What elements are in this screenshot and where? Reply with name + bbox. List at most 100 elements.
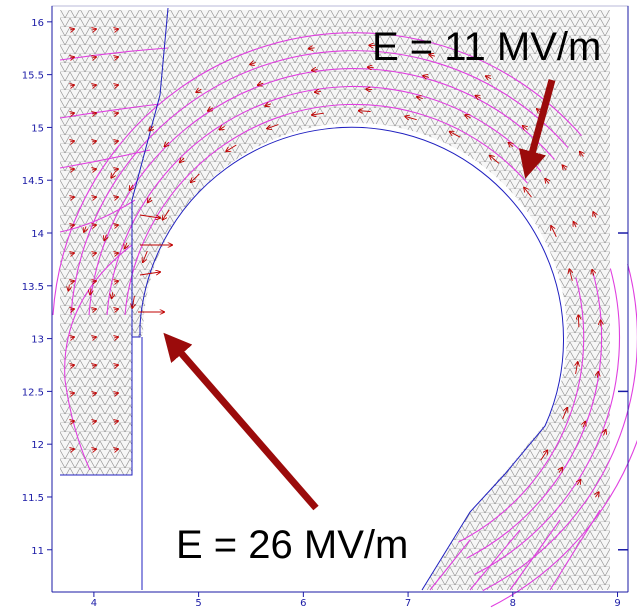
field-vector xyxy=(114,253,118,254)
field-vector xyxy=(70,337,74,338)
field-vector xyxy=(70,365,74,366)
field-vector xyxy=(114,29,118,30)
boundaries xyxy=(60,7,564,591)
field-line xyxy=(469,529,521,591)
field-vector xyxy=(540,450,548,461)
field-vector xyxy=(104,234,106,241)
field-line xyxy=(52,32,637,608)
y-tick-label: 14 xyxy=(31,229,44,240)
y-tick-label: 15.5 xyxy=(22,71,44,82)
field-line xyxy=(59,149,151,169)
field-vector xyxy=(569,269,572,281)
field-line xyxy=(64,244,133,471)
field-vector xyxy=(139,214,160,218)
field-vector xyxy=(551,226,557,237)
field-vector xyxy=(92,281,96,282)
field-line xyxy=(429,539,471,591)
field-vector xyxy=(92,141,96,142)
field-vector xyxy=(92,197,96,198)
field-vectors xyxy=(68,29,606,498)
field-vector xyxy=(132,296,134,308)
x-tick-label: 5 xyxy=(195,598,201,609)
field-vector xyxy=(92,309,96,310)
field-vector xyxy=(405,116,417,119)
field-vector xyxy=(523,126,528,130)
field-vector xyxy=(148,197,151,202)
y-tick-label: 12 xyxy=(31,440,44,451)
y-tick-label: 15 xyxy=(31,123,44,134)
field-vector xyxy=(149,126,153,130)
field-vector xyxy=(70,141,74,142)
field-vector xyxy=(114,197,118,198)
field-vector xyxy=(465,115,471,118)
field-vector xyxy=(92,449,96,450)
field-vector xyxy=(114,281,118,282)
field-vector xyxy=(92,113,96,114)
axes: 4 5 6 7 8 9 16 15.5 15 14.5 14 13.5 13 12.5 12 11.5 11 xyxy=(22,6,629,609)
field-vector xyxy=(312,113,324,115)
field-vector xyxy=(70,253,74,254)
field-vector xyxy=(267,124,279,129)
annotation-arrows xyxy=(163,79,556,511)
field-vector xyxy=(368,67,374,68)
field-vector xyxy=(604,430,606,436)
field-vector xyxy=(92,337,96,338)
field-vector xyxy=(114,113,118,114)
field-vector xyxy=(450,132,461,138)
field-vector xyxy=(114,85,118,86)
field-vector xyxy=(114,421,118,422)
field-vector xyxy=(309,48,315,49)
field-vector xyxy=(92,169,96,170)
field-vector xyxy=(114,225,118,226)
field-vector xyxy=(114,337,118,338)
field-vector xyxy=(92,225,96,226)
field-vector xyxy=(114,449,118,450)
field-vector xyxy=(250,63,256,65)
field-vector xyxy=(315,91,321,92)
beam-pipe-wall xyxy=(60,337,133,476)
field-vector xyxy=(490,156,500,164)
field-vector xyxy=(70,225,74,226)
field-vector xyxy=(92,29,96,30)
field-vector xyxy=(114,141,118,142)
field-vector xyxy=(597,372,598,378)
x-tick-label: 7 xyxy=(405,598,411,609)
field-vector xyxy=(114,169,118,170)
field-vector xyxy=(265,104,272,106)
field-vector xyxy=(583,422,585,428)
x-tick-label: 8 xyxy=(510,598,516,609)
field-vector xyxy=(580,152,584,157)
field-line xyxy=(549,509,601,591)
field-vector xyxy=(92,421,96,422)
field-vector xyxy=(576,362,578,374)
field-vector xyxy=(574,222,577,228)
field-vector xyxy=(143,250,148,262)
field-vector xyxy=(524,188,532,198)
field-vector xyxy=(130,184,133,190)
mesh-domain xyxy=(60,10,610,590)
field-vector xyxy=(191,173,200,182)
field-vector xyxy=(562,408,568,420)
y-tick-label: 13 xyxy=(31,335,44,346)
y-tick-label: 14.5 xyxy=(22,176,44,187)
field-vector xyxy=(592,270,594,276)
field-vector xyxy=(312,70,318,71)
field-vector xyxy=(114,365,118,366)
field-vector xyxy=(68,284,69,291)
x-tick-label: 4 xyxy=(91,598,97,609)
field-vector xyxy=(90,288,91,295)
field-vector xyxy=(92,85,96,86)
y-tick-label: 12.5 xyxy=(22,387,44,398)
field-vector xyxy=(423,76,430,78)
field-line xyxy=(124,103,585,543)
field-vector xyxy=(165,142,169,146)
field-vector xyxy=(476,96,482,99)
field-vector xyxy=(545,179,549,184)
x-tick-label: 9 xyxy=(614,598,620,609)
x-tick-label: 6 xyxy=(300,598,306,609)
field-vector xyxy=(114,309,118,310)
field-vector xyxy=(84,226,86,232)
y-tick-label: 11.5 xyxy=(22,493,44,504)
field-vector xyxy=(577,480,580,486)
